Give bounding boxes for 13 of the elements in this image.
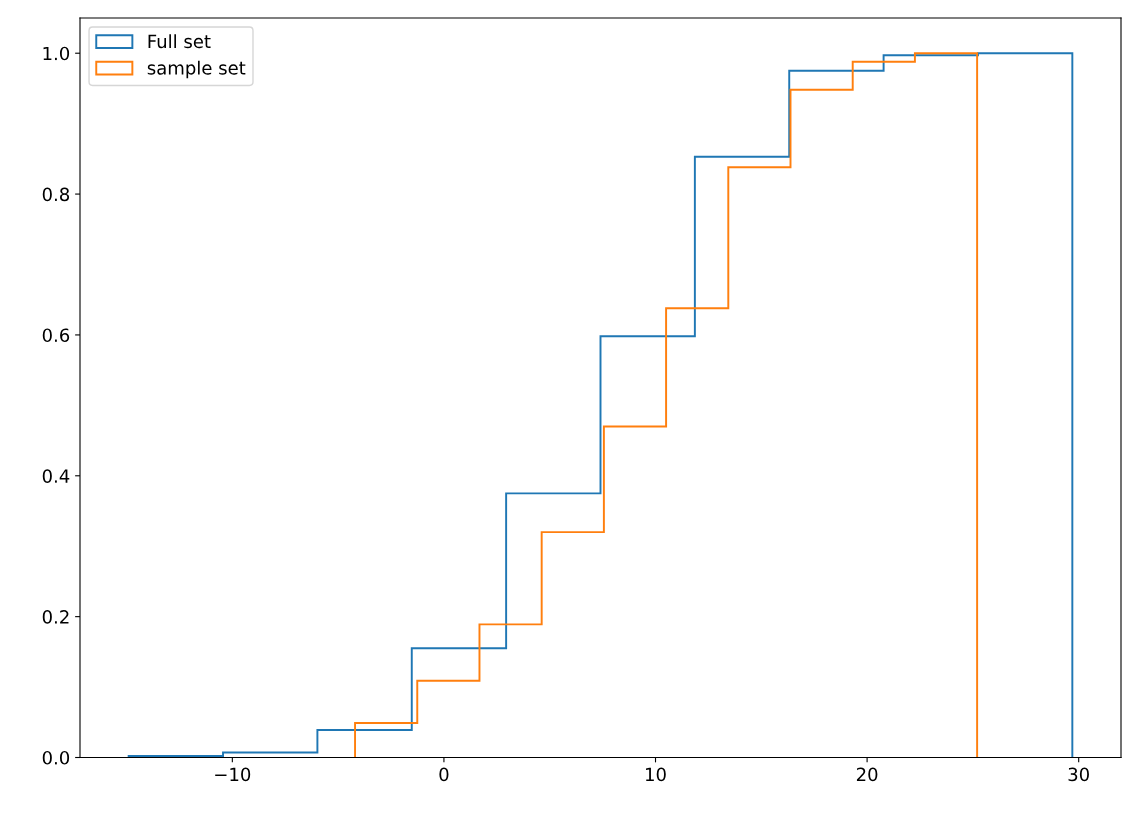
y-tick-label: 1.0 [43,46,70,61]
y-tick-label: 0.2 [42,610,69,624]
legend-label: Full set [148,34,211,49]
x-tick-label: 10 [646,767,666,782]
x-tick-label: 30 [1068,767,1089,782]
y-tick-label: 0.0 [42,750,70,765]
x-tick-label: 0 [439,767,449,782]
y-tick-label: 0.6 [42,328,70,343]
x-tick-label: 20 [856,767,878,782]
legend-label: sample set [147,60,246,79]
y-tick-label: 0.8 [42,187,70,202]
x-tick-label: −10 [215,767,251,782]
y-tick-label: 0.4 [42,469,70,483]
